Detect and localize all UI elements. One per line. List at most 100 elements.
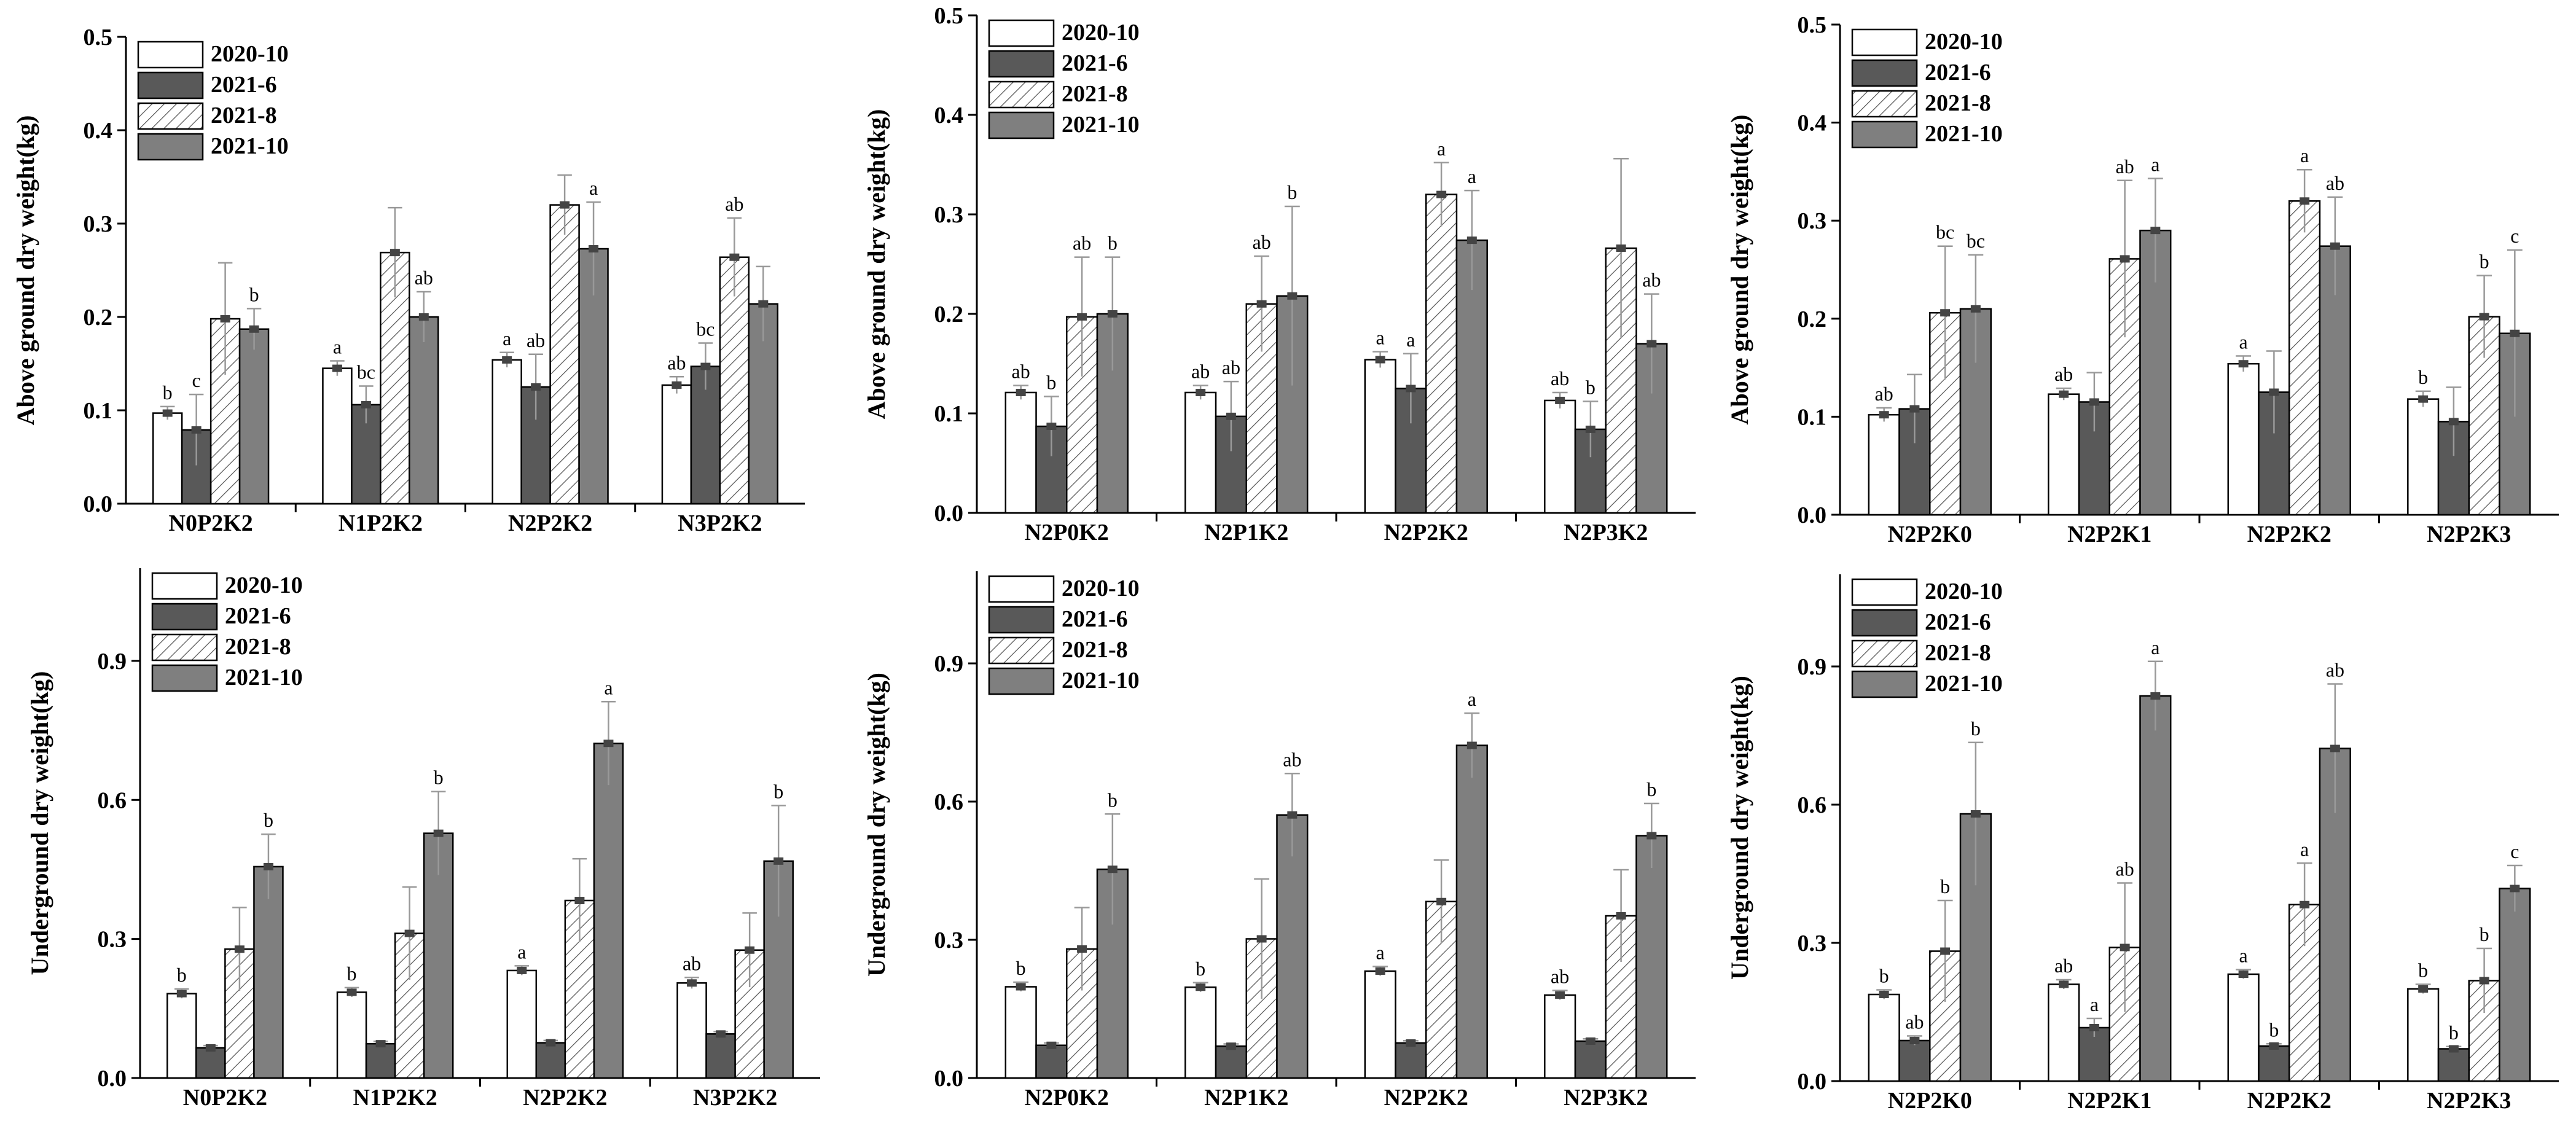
mean-marker	[1016, 388, 1026, 396]
significance-label: b	[264, 809, 273, 831]
significance-label: b	[163, 381, 173, 404]
bar-2021-10-N2P3K2	[1635, 835, 1668, 1079]
y-tick-label: 0.0	[84, 491, 113, 517]
y-axis-label: Above ground dry weight(kg)	[1726, 115, 1753, 425]
y-tick-label: 0.6	[98, 787, 127, 813]
mean-marker	[517, 966, 527, 974]
bar-2020-10-N2P3K2	[1544, 994, 1576, 1079]
x-tick-label: N2P0K2	[1025, 520, 1109, 545]
significance-label: c	[2510, 840, 2519, 862]
mean-marker	[2120, 943, 2130, 951]
significance-label: a	[1376, 327, 1385, 349]
x-tick-label: N2P2K3	[2427, 521, 2511, 547]
significance-label: a	[2090, 993, 2099, 1015]
x-tick-label: N0P2K2	[183, 1085, 267, 1111]
mean-marker	[162, 409, 173, 417]
mean-marker	[2089, 398, 2099, 406]
significance-label: ab	[1012, 361, 1030, 383]
bar-2021-6-N1P2K2	[365, 1042, 396, 1079]
y-tick-label: 0.3	[84, 211, 113, 237]
mean-marker	[531, 383, 541, 391]
legend-label: 2021-6	[1062, 50, 1128, 76]
mean-marker	[1909, 405, 1920, 413]
mean-marker	[1970, 305, 1981, 313]
bar-2020-10-N2P2K1	[2048, 393, 2080, 516]
y-tick-label: 0.3	[934, 928, 964, 953]
mean-marker	[1256, 935, 1267, 943]
mean-marker	[176, 990, 187, 998]
bar-2020-10-N2P2K2	[1364, 970, 1396, 1079]
mean-marker	[502, 356, 512, 364]
legend-label: 2021-6	[1062, 606, 1128, 632]
mean-marker	[1256, 300, 1267, 308]
mean-marker	[191, 426, 202, 434]
legend-swatch-2021-8	[988, 636, 1055, 665]
significance-label: a	[2239, 330, 2248, 353]
legend-swatch-2021-10	[137, 133, 204, 161]
mean-marker	[2418, 985, 2429, 993]
bar-2020-10-N2P2K1	[2048, 983, 2080, 1082]
mean-marker	[1970, 810, 1981, 818]
bar-2020-10-N3P2K2	[661, 384, 692, 505]
mean-marker	[1616, 244, 1626, 252]
mean-marker	[1016, 983, 1026, 991]
mean-marker	[1375, 356, 1385, 364]
mean-marker	[1287, 292, 1298, 300]
mean-marker	[263, 862, 273, 870]
bar-2020-10-N2P1K2	[1184, 986, 1217, 1079]
y-axis-label: Above ground dry weight(kg)	[12, 115, 39, 426]
significance-label: b	[2418, 959, 2428, 982]
mean-marker	[1226, 412, 1236, 420]
significance-label: ab	[1283, 748, 1301, 770]
mean-marker	[2510, 329, 2520, 337]
significance-label: ab	[1642, 269, 1661, 291]
significance-label: b	[177, 964, 187, 986]
bar-2021-6-N2P2K2	[2258, 1045, 2290, 1082]
bar-2021-8-N2P2K2	[1425, 193, 1458, 514]
legend-swatch-2021-6	[988, 606, 1055, 634]
significance-label: b	[2480, 251, 2489, 273]
significance-label: b	[2269, 1018, 2279, 1041]
significance-label: bc	[1967, 230, 1985, 252]
mean-marker	[418, 313, 429, 321]
legend-label: 2021-10	[211, 133, 289, 159]
mean-marker	[1436, 190, 1447, 198]
significance-label: bc	[1936, 221, 1954, 243]
significance-label: b	[2418, 366, 2428, 388]
significance-label: ab	[1875, 383, 1893, 405]
mean-marker	[2448, 418, 2459, 426]
mean-marker	[1555, 396, 1565, 404]
mean-marker	[1616, 912, 1626, 920]
bar-2020-10-N3P2K2	[676, 982, 707, 1079]
x-tick-label: N2P3K2	[1564, 1085, 1648, 1111]
y-tick-label: 0.5	[1798, 12, 1827, 38]
significance-label: a	[604, 676, 613, 698]
legend-swatch-2021-10	[988, 111, 1055, 139]
x-tick-label: N2P2K2	[2247, 521, 2331, 547]
significance-label: c	[192, 369, 201, 391]
significance-label: b	[434, 767, 444, 789]
chart-panel-top-left: 0.0 0.1 0.2 0.3 0.4 0.5 Above ground dry weigh…	[12, 25, 805, 536]
significance-label: ab	[2116, 155, 2134, 178]
mean-marker	[1406, 1039, 1416, 1047]
legend-label: 2020-10	[225, 572, 303, 598]
mean-marker	[2150, 227, 2161, 235]
mean-marker	[2300, 197, 2310, 205]
significance-label: c	[2510, 225, 2519, 247]
legend-swatch-2021-10	[1851, 670, 1918, 698]
mean-marker	[2479, 313, 2489, 321]
bar-2021-8-N2P2K1	[2108, 947, 2141, 1082]
significance-label: a	[1437, 138, 1446, 160]
significance-label: ab	[725, 193, 743, 215]
legend-label: 2020-10	[1062, 576, 1140, 601]
significance-label: bc	[357, 361, 375, 383]
bar-2021-6-N2P2K2	[1395, 1042, 1427, 1079]
bar-2021-10-N2P2K2	[1455, 744, 1488, 1079]
significance-label: b	[1108, 789, 1118, 811]
mean-marker	[2510, 885, 2520, 893]
bar-2020-10-N0P2K2	[152, 412, 183, 505]
mean-marker	[375, 1040, 386, 1048]
y-axis-label: Underground dry weight(kg)	[26, 671, 53, 975]
legend-swatch-2020-10	[1851, 28, 1918, 57]
legend-label: 2021-6	[211, 72, 277, 98]
